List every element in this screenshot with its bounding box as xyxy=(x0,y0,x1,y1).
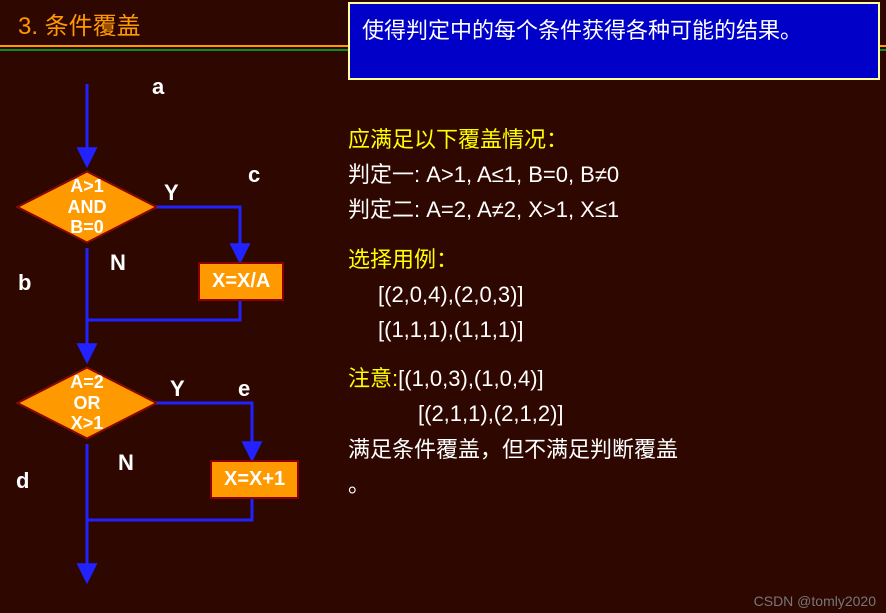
note-line-1: 注意:[(1,0,3),(1,0,4)] xyxy=(348,361,878,396)
explanation-text: 应满足以下覆盖情况： 判定一: A>1, A≤1, B=0, B≠0 判定二: … xyxy=(348,122,878,502)
process-1: X=X/A xyxy=(198,262,284,301)
note-tail: 。 xyxy=(348,467,878,502)
note-conclusion: 满足条件覆盖，但不满足判断覆盖 xyxy=(348,432,878,467)
note-case-2: [(2,1,1),(2,1,2)] xyxy=(348,396,878,431)
definition-callout: 使得判定中的每个条件获得各种可能的结果。 xyxy=(348,2,880,80)
choose-header: 选择用例： xyxy=(348,242,878,277)
decision-2: A=2 OR X>1 xyxy=(22,362,152,444)
watermark: CSDN @tomly2020 xyxy=(754,593,876,609)
satisfy-header: 应满足以下覆盖情况： xyxy=(348,122,878,157)
label-d: d xyxy=(16,468,29,494)
label-b: b xyxy=(18,270,31,296)
label-y2: Y xyxy=(170,376,185,402)
label-n2: N xyxy=(118,450,134,476)
decision-1: A>1 AND B=0 xyxy=(22,166,152,248)
process-2: X=X+1 xyxy=(210,460,299,499)
label-e: e xyxy=(238,376,250,402)
label-a: a xyxy=(152,74,164,100)
flowchart: a c Y N b Y e N d A>1 AND B=0 A=2 OR X>1… xyxy=(0,80,340,610)
label-y1: Y xyxy=(164,180,179,206)
decision-2-conditions: 判定二: A=2, A≠2, X>1, X≤1 xyxy=(348,192,878,227)
decision-1-conditions: 判定一: A>1, A≤1, B=0, B≠0 xyxy=(348,157,878,192)
note-header: 注意: xyxy=(348,366,398,391)
test-case-2: [(1,1,1),(1,1,1)] xyxy=(348,312,878,347)
label-c: c xyxy=(248,162,260,188)
label-n1: N xyxy=(110,250,126,276)
test-case-1: [(2,0,4),(2,0,3)] xyxy=(348,277,878,312)
note-case-1: [(1,0,3),(1,0,4)] xyxy=(398,366,544,391)
